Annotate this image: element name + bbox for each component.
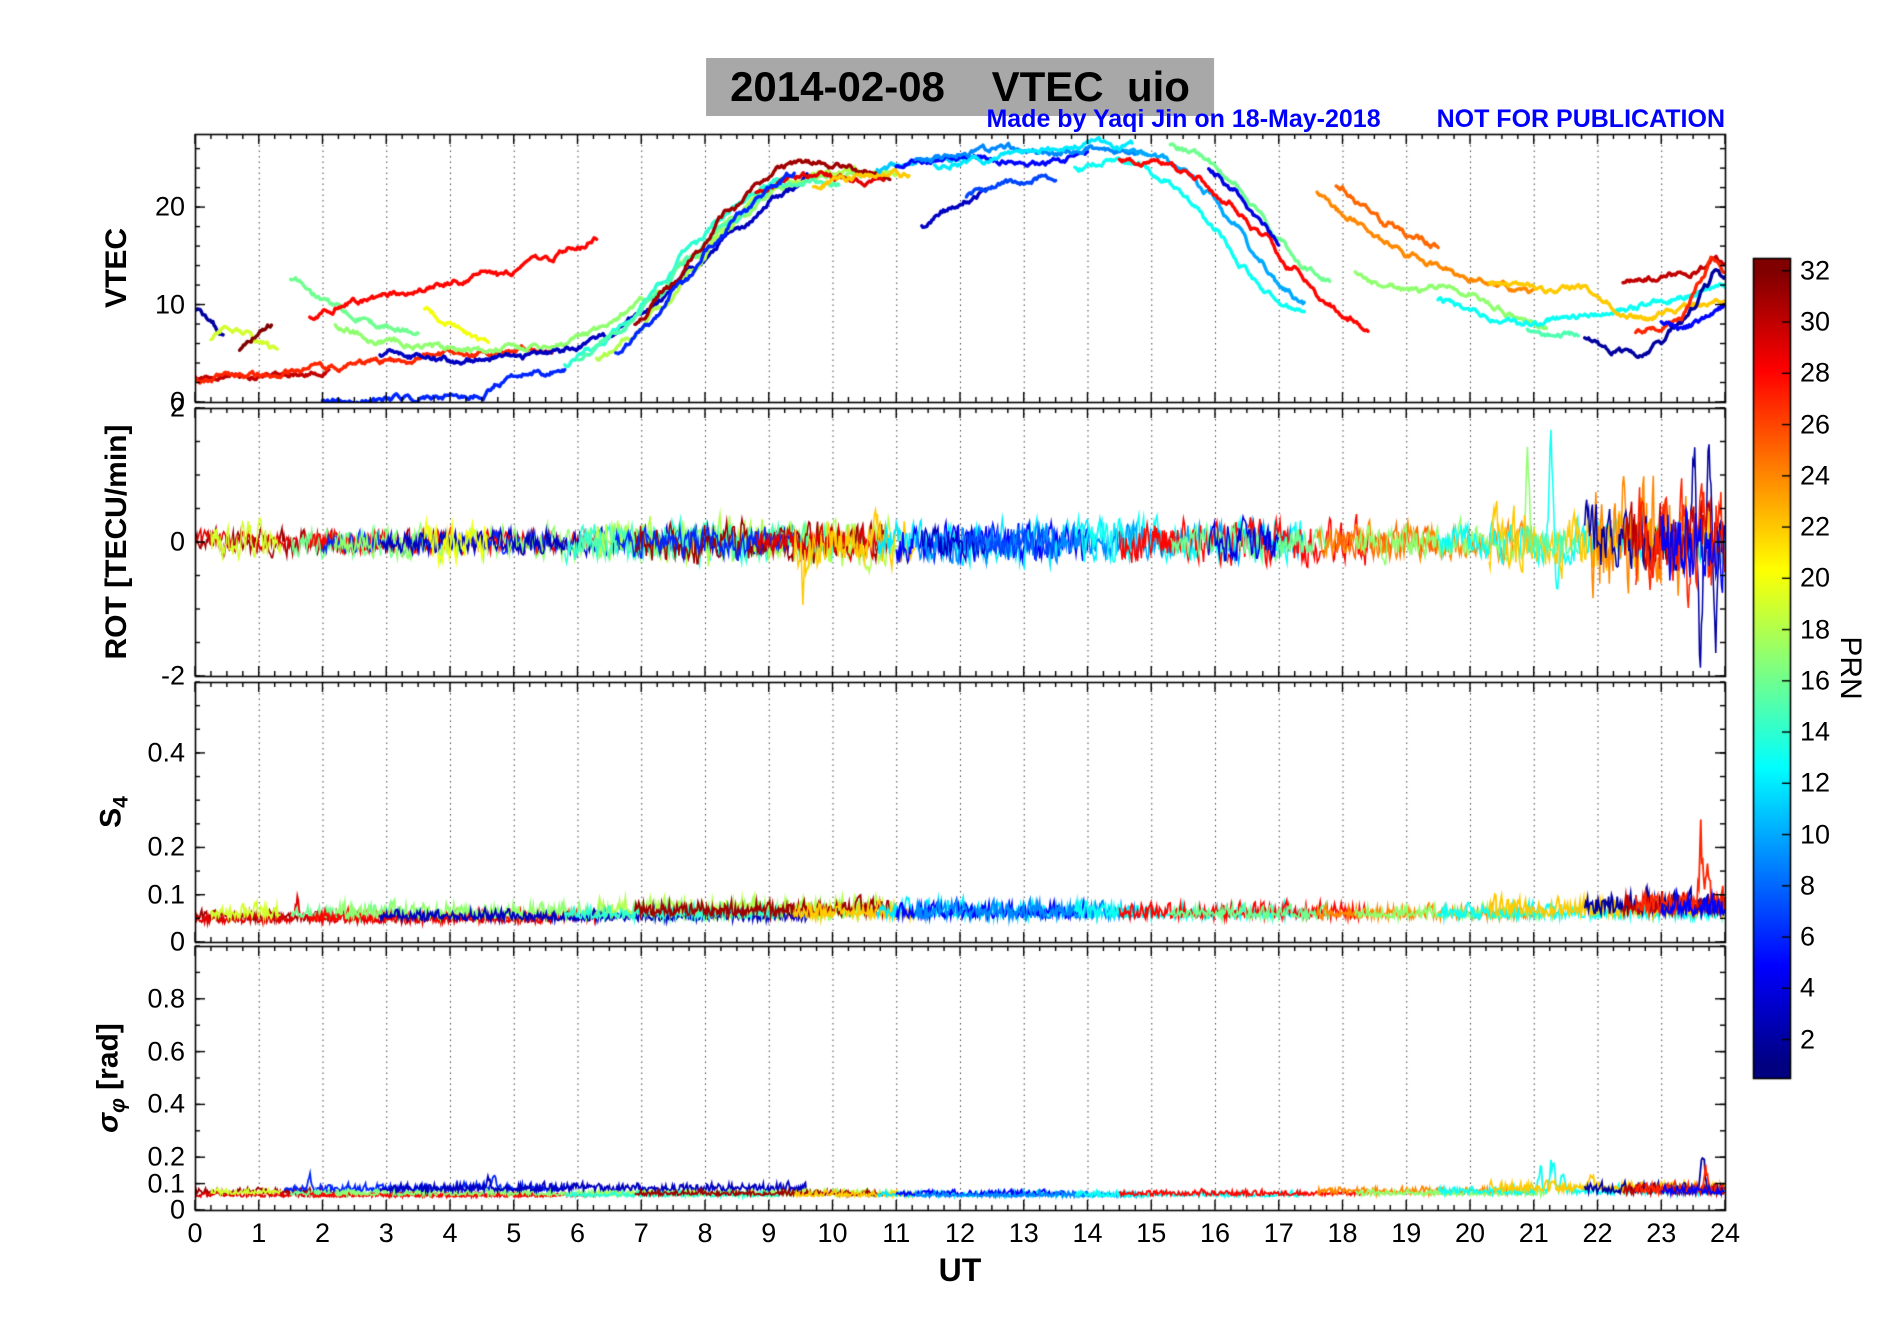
x-tick-label: 16 bbox=[1199, 1218, 1231, 1248]
y-tick-label: 0 bbox=[169, 386, 185, 417]
credit-line: Made by Yaqi Jin on 18-May-2018 NOT FOR … bbox=[986, 105, 1725, 134]
x-tick-label: 18 bbox=[1327, 1218, 1358, 1248]
ylabel-rot: ROT [TECU/min] bbox=[100, 425, 134, 660]
chart-title: 2014-02-08 VTEC uio bbox=[706, 58, 1214, 116]
y-tick-label: 0 bbox=[169, 526, 185, 557]
colorbar-tick-label: 32 bbox=[1800, 255, 1831, 286]
colorbar-tick-label: 20 bbox=[1800, 562, 1831, 593]
x-tick-label: 7 bbox=[633, 1218, 649, 1248]
x-tick-label: 10 bbox=[817, 1218, 848, 1248]
y-tick-label: 0.1 bbox=[147, 1168, 185, 1199]
x-tick-label: 12 bbox=[944, 1218, 976, 1248]
y-tick-label: 0.2 bbox=[147, 1141, 185, 1172]
colorbar-tick-label: 6 bbox=[1800, 921, 1816, 952]
ylabel-vtec-text: VTEC bbox=[100, 227, 133, 309]
x-tick-label: 3 bbox=[378, 1218, 394, 1248]
colorbar-tick-label: 14 bbox=[1800, 716, 1831, 747]
ylabel-sigma-text: σ bbox=[91, 1112, 125, 1133]
x-tick-label: 20 bbox=[1454, 1218, 1486, 1248]
colorbar-tick-label: 4 bbox=[1800, 972, 1816, 1003]
y-tick-label: 10 bbox=[154, 289, 185, 320]
ylabel-sigma-phi: σφ [rad] bbox=[92, 1023, 131, 1133]
xlabel-ut: UT bbox=[938, 1252, 982, 1288]
colorbar-tick-label: 30 bbox=[1800, 306, 1831, 337]
credit-text: Made by Yaqi Jin on 18-May-2018 bbox=[986, 105, 1381, 133]
colorbar-tick-label: 16 bbox=[1800, 665, 1831, 696]
x-tick-label: 17 bbox=[1263, 1218, 1294, 1248]
y-tick-label: 2 bbox=[169, 392, 185, 423]
x-tick-label: 24 bbox=[1709, 1218, 1741, 1248]
x-tick-label: 22 bbox=[1582, 1218, 1613, 1248]
x-tick-label: 15 bbox=[1136, 1218, 1167, 1248]
colorbar-tick-label: 26 bbox=[1800, 409, 1831, 440]
colorbar-tick-label: 28 bbox=[1800, 357, 1831, 388]
x-tick-label: 9 bbox=[761, 1218, 777, 1248]
ylabel-s4: S4 bbox=[95, 796, 134, 828]
colorbar-tick-label: 10 bbox=[1800, 819, 1831, 850]
y-tick-label: 0.4 bbox=[147, 1088, 185, 1119]
x-tick-label: 13 bbox=[1008, 1218, 1039, 1248]
x-tick-label: 1 bbox=[251, 1218, 267, 1248]
colorbar-tick-label: 24 bbox=[1800, 460, 1831, 491]
x-tick-label: 23 bbox=[1646, 1218, 1677, 1248]
y-tick-label: 0 bbox=[169, 926, 185, 957]
y-tick-label: 0.2 bbox=[147, 831, 185, 862]
y-tick-label: 0.8 bbox=[147, 983, 185, 1014]
colorbar-tick-label: 8 bbox=[1800, 870, 1816, 901]
x-tick-label: 21 bbox=[1518, 1218, 1549, 1248]
ylabel-sigma-subscript: φ bbox=[106, 1098, 130, 1113]
y-tick-label: 0.4 bbox=[147, 737, 185, 768]
x-tick-label: 6 bbox=[569, 1218, 586, 1248]
colorbar-tick-label: 2 bbox=[1800, 1024, 1816, 1055]
ylabel-s4-text: S bbox=[94, 807, 128, 828]
colorbar-tick-label: 22 bbox=[1800, 511, 1831, 542]
x-tick-label: 0 bbox=[187, 1218, 203, 1248]
x-tick-label: 5 bbox=[506, 1218, 522, 1248]
y-tick-label: 0 bbox=[169, 1194, 185, 1225]
y-tick-label: -2 bbox=[160, 660, 185, 691]
colorbar-label: PRN bbox=[1834, 636, 1867, 700]
y-tick-label: 0.1 bbox=[147, 879, 185, 910]
ylabel-s4-subscript: 4 bbox=[109, 796, 133, 808]
x-tick-label: 2 bbox=[314, 1218, 331, 1248]
x-tick-label: 8 bbox=[697, 1218, 713, 1248]
colorbar-tick-label: 12 bbox=[1800, 767, 1831, 798]
x-tick-label: 14 bbox=[1072, 1218, 1103, 1248]
ylabel-vtec: VTEC bbox=[100, 228, 134, 308]
y-tick-label: 0.6 bbox=[147, 1036, 185, 1067]
x-tick-label: 19 bbox=[1391, 1218, 1422, 1248]
y-tick-label: 20 bbox=[154, 191, 185, 222]
x-tick-label: 4 bbox=[442, 1218, 458, 1248]
ylabel-rot-text: ROT [TECU/min] bbox=[100, 424, 133, 660]
warning-text: NOT FOR PUBLICATION bbox=[1436, 105, 1725, 133]
x-tick-label: 11 bbox=[882, 1218, 911, 1248]
colorbar-tick-label: 18 bbox=[1800, 614, 1831, 645]
ylabel-sigma-suffix: [rad] bbox=[91, 1023, 125, 1099]
